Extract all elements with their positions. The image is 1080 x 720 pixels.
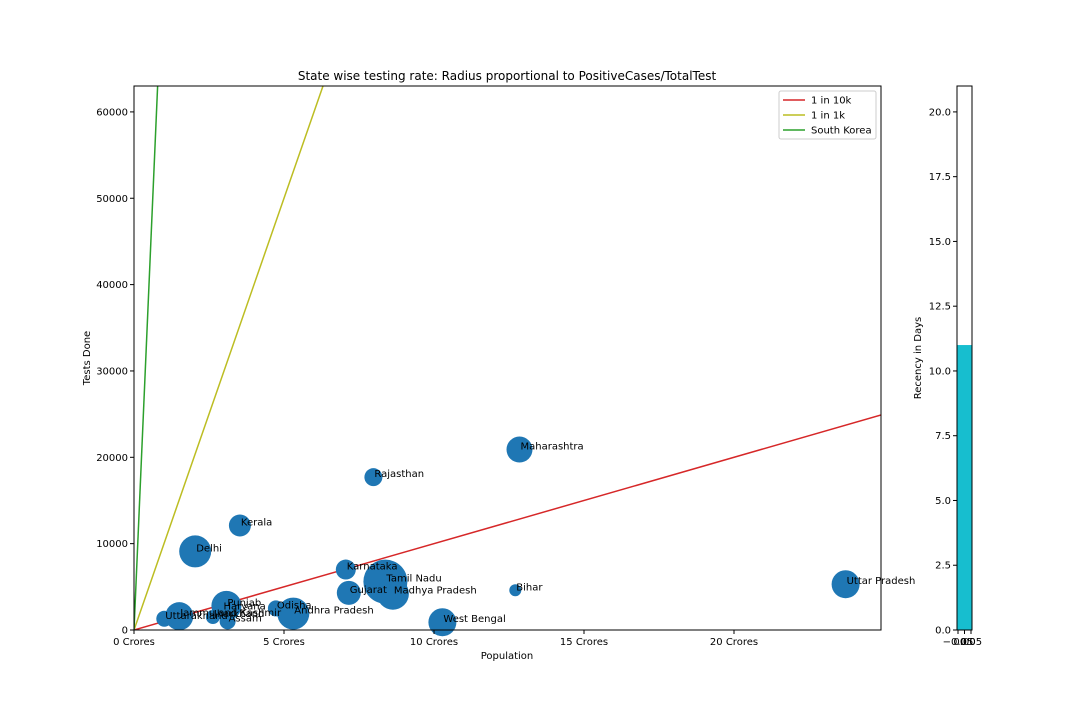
recency-bar-chart: 0.0 2.5 5.0 7.5 10.0 12.5 15.0 17.5 20.0 −0.050.… [913,85,982,648]
point-bihar [509,584,522,597]
line-1-in-10k [134,414,881,630]
point-maharashtra [506,436,533,463]
chart-title: State wise testing rate: Radius proporti… [298,69,717,83]
point-uttarakhand [156,610,173,627]
legend: 1 in 10k 1 in 1k South Korea [778,90,877,140]
y-tick-label: 30000 [96,366,128,377]
point-madhya-pradesh [376,577,409,610]
reference-lines [134,86,881,630]
y-axis-ticks: 0 10000 20000 30000 40000 50000 60000 [96,107,134,637]
x-tick-label: 20 Crores [710,637,758,648]
side-x-tick-label: −0.05 [943,637,974,648]
x-axis-ticks: 0 Crores 5 Crores 10 Crores 15 Crores 20 Cro… [113,630,758,648]
side-x-axis-ticks: −0.050.000.05 [943,630,982,648]
point-label-jammu-and-kashmir: Jammu and Kashmir [179,608,282,619]
point-labels: Maharashtra Rajasthan Kerala Delhi Karnataka… [165,442,915,626]
side-y-axis-ticks: 0.0 2.5 5.0 7.5 10.0 12.5 15.0 17.5 20.0 [929,107,957,637]
point-label-uttarakhand: Uttarakhand [165,611,227,622]
legend-label-1-in-10k: 1 in 10k [811,96,852,107]
side-y-tick-label: 17.5 [929,172,951,183]
point-label-jharkhand: Jharkhand [213,609,264,620]
point-west-bengal [428,608,457,637]
point-uttar-pradesh [831,570,860,599]
legend-label-south-korea: South Korea [811,126,872,137]
legend-box [778,90,877,140]
y-tick-label: 50000 [96,194,128,205]
point-label-delhi: Delhi [196,543,222,554]
point-label-madhya-pradesh: Madhya Pradesh [394,586,477,597]
point-label-gujarat: Gujarat [350,585,387,596]
point-label-tamil-nadu: Tamil Nadu [385,574,441,585]
side-y-tick-label: 2.5 [935,561,951,572]
side-y-tick-label: 7.5 [935,431,951,442]
plot-frame [133,85,882,631]
side-y-tick-label: 5.0 [935,496,951,507]
point-assam [219,613,236,630]
point-karnataka [335,559,356,580]
point-label-punjab: Punjab [227,598,261,609]
side-x-tick-label: 0.00 [953,637,975,648]
legend-label-1-in-1k: 1 in 1k [811,111,845,122]
side-y-tick-label: 15.0 [929,237,951,248]
point-andhra-pradesh [277,597,310,630]
data-points [156,436,860,637]
side-y-tick-label: 20.0 [929,107,951,118]
y-tick-label: 10000 [96,539,128,550]
x-tick-label: 0 Crores [113,637,155,648]
point-label-bihar: Bihar [516,582,543,593]
y-tick-label: 60000 [96,107,128,118]
side-y-tick-label: 12.5 [929,302,951,313]
point-label-maharashtra: Maharashtra [521,442,584,453]
y-tick-label: 20000 [96,453,128,464]
side-y-axis-label: Recency in Days [913,317,924,400]
y-tick-label: 40000 [96,280,128,291]
point-label-rajasthan: Rajasthan [374,469,424,480]
line-1-in-1k [134,86,324,630]
point-kerala [228,514,251,537]
point-label-karnataka: Karnataka [347,562,398,573]
point-jammu-and-kashmir [165,602,194,631]
x-tick-label: 10 Crores [410,637,458,648]
point-label-haryana: Haryana [224,601,266,612]
scatter-chart: Maharashtra Rajasthan Kerala Delhi Karnataka… [82,69,915,662]
y-axis-label: Tests Done [82,331,93,386]
point-label-andhra-pradesh: Andhra Pradesh [294,606,373,617]
point-label-odisha: Odisha [277,600,312,611]
line-south-korea [134,86,159,630]
point-label-assam: Assam [229,613,262,624]
point-label-kerala: Kerala [241,518,272,529]
x-tick-label: 5 Crores [263,637,305,648]
point-gujarat [336,580,361,605]
x-tick-label: 15 Crores [560,637,608,648]
side-y-tick-label: 0.0 [935,626,951,637]
side-y-tick-label: 10.0 [929,366,951,377]
y-tick-label: 0 [122,626,128,637]
recency-bars [957,345,972,630]
point-jharkhand [205,610,220,625]
x-axis-label: Population [481,651,534,662]
side-x-tick-label: 0.05 [960,637,982,648]
point-delhi [179,535,212,568]
recency-bar [957,345,972,630]
point-label-west-bengal: West Bengal [443,614,505,625]
point-rajasthan [364,468,383,487]
